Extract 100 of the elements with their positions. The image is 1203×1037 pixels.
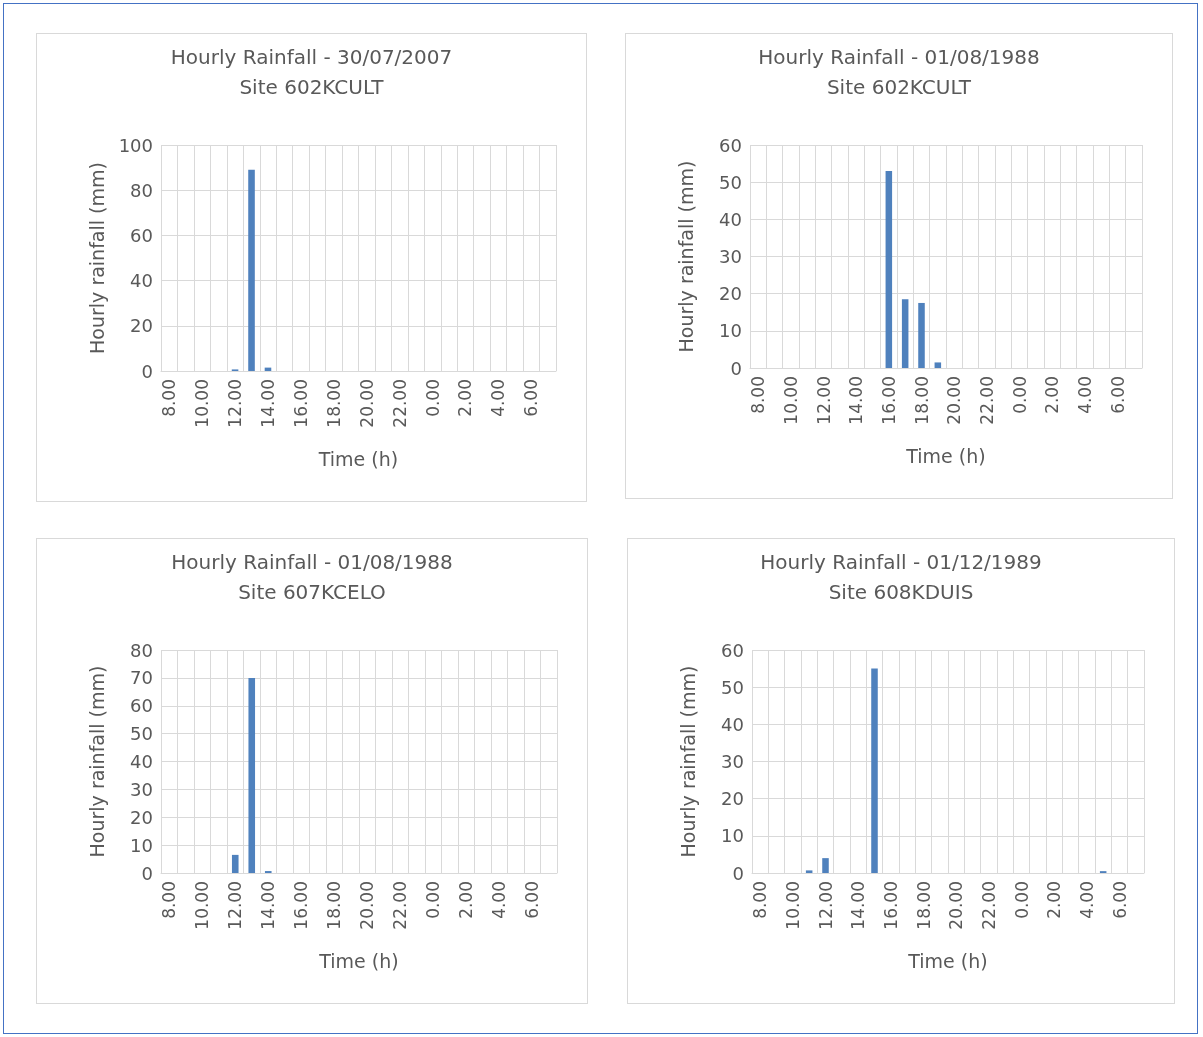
y-tick-label: 20 bbox=[130, 315, 153, 337]
x-tick-label: 10.00 bbox=[782, 881, 803, 930]
x-tick-label: 20.00 bbox=[944, 376, 965, 425]
x-tick-label: 16.00 bbox=[291, 881, 312, 930]
chart-title: Hourly Rainfall - 01/12/1989 bbox=[760, 550, 1042, 574]
x-tick-label: 22.00 bbox=[389, 379, 410, 428]
x-tick-label: 8.00 bbox=[159, 881, 180, 919]
y-axis-title: Hourly rainfall (mm) bbox=[676, 665, 699, 858]
bar bbox=[248, 169, 255, 371]
x-axis-title: Time (h) bbox=[318, 949, 399, 972]
y-tick-label: 60 bbox=[130, 224, 153, 246]
x-tick-label: 0.00 bbox=[423, 881, 444, 919]
x-tick-label: 0.00 bbox=[422, 379, 443, 417]
x-tick-label: 14.00 bbox=[846, 376, 867, 425]
x-tick-label: 16.00 bbox=[880, 881, 901, 930]
y-tick-label: 40 bbox=[721, 713, 744, 735]
chart-title: Hourly Rainfall - 30/07/2007 bbox=[170, 45, 453, 69]
x-tick-label: 8.00 bbox=[159, 379, 180, 417]
y-axis-title: Hourly rainfall (mm) bbox=[85, 162, 108, 354]
x-tick-label: 6.00 bbox=[521, 379, 542, 417]
y-axis-title: Hourly rainfall (mm) bbox=[85, 665, 108, 858]
chart-subtitle: Site 602KCULT bbox=[826, 75, 972, 99]
bar bbox=[934, 362, 942, 368]
y-tick-label: 50 bbox=[130, 723, 153, 745]
x-tick-label: 18.00 bbox=[324, 881, 345, 930]
x-tick-label: 12.00 bbox=[225, 379, 246, 428]
x-tick-label: 2.00 bbox=[455, 379, 476, 417]
x-tick-label: 6.00 bbox=[522, 881, 543, 919]
x-tick-label: 14.00 bbox=[258, 881, 279, 930]
chart-title: Hourly Rainfall - 01/08/1988 bbox=[758, 45, 1040, 69]
x-tick-label: 22.00 bbox=[390, 881, 411, 930]
y-tick-label: 0 bbox=[732, 862, 744, 884]
x-tick-label: 4.00 bbox=[1074, 376, 1095, 414]
y-tick-label: 80 bbox=[130, 179, 153, 201]
x-tick-label: 18.00 bbox=[323, 379, 344, 428]
y-tick-label: 50 bbox=[721, 676, 744, 698]
x-tick-label: 12.00 bbox=[225, 881, 246, 930]
bar bbox=[901, 299, 909, 368]
y-axis-title: Hourly rainfall (mm) bbox=[674, 160, 697, 353]
x-tick-label: 6.00 bbox=[1107, 376, 1128, 414]
x-tick-label: 10.00 bbox=[192, 379, 213, 428]
chart-title: Hourly Rainfall - 01/08/1988 bbox=[171, 550, 453, 574]
y-tick-label: 40 bbox=[130, 270, 153, 292]
y-tick-label: 30 bbox=[130, 778, 153, 800]
bar bbox=[231, 854, 239, 873]
y-tick-label: 10 bbox=[721, 825, 744, 847]
x-tick-label: 14.00 bbox=[257, 379, 278, 428]
y-tick-label: 40 bbox=[719, 208, 742, 230]
y-tick-label: 0 bbox=[141, 360, 153, 382]
bar bbox=[805, 870, 813, 873]
chart-subtitle: Site 602KCULT bbox=[239, 75, 385, 99]
x-tick-label: 18.00 bbox=[913, 881, 934, 930]
x-tick-label: 2.00 bbox=[1044, 881, 1065, 919]
x-tick-label: 4.00 bbox=[1076, 881, 1097, 919]
x-axis-title: Time (h) bbox=[317, 447, 399, 470]
x-tick-label: 0.00 bbox=[1009, 376, 1030, 414]
y-tick-label: 50 bbox=[719, 171, 742, 193]
bar bbox=[822, 858, 829, 873]
y-tick-label: 20 bbox=[130, 806, 153, 828]
y-tick-label: 10 bbox=[719, 320, 742, 342]
x-tick-label: 4.00 bbox=[489, 881, 510, 919]
x-tick-label: 20.00 bbox=[946, 881, 967, 930]
bar bbox=[871, 668, 878, 873]
y-tick-label: 60 bbox=[719, 134, 742, 156]
x-tick-label: 20.00 bbox=[356, 379, 377, 428]
x-tick-label: 12.00 bbox=[815, 881, 836, 930]
y-tick-label: 70 bbox=[130, 667, 153, 689]
y-tick-label: 80 bbox=[130, 639, 153, 661]
x-tick-label: 22.00 bbox=[978, 881, 999, 930]
x-tick-label: 14.00 bbox=[848, 881, 869, 930]
y-tick-label: 0 bbox=[730, 357, 742, 379]
x-tick-label: 10.00 bbox=[192, 881, 213, 930]
y-tick-label: 60 bbox=[721, 639, 744, 661]
y-tick-label: 60 bbox=[130, 695, 153, 717]
bar bbox=[918, 302, 925, 368]
x-axis-title: Time (h) bbox=[907, 949, 988, 972]
x-tick-label: 2.00 bbox=[456, 881, 477, 919]
y-tick-label: 30 bbox=[719, 246, 742, 267]
chart-subtitle: Site 608KDUIS bbox=[828, 580, 974, 604]
x-tick-label: 0.00 bbox=[1011, 881, 1032, 919]
y-tick-label: 20 bbox=[719, 283, 742, 305]
x-tick-label: 16.00 bbox=[878, 376, 899, 425]
x-tick-label: 2.00 bbox=[1042, 376, 1063, 414]
y-tick-label: 40 bbox=[130, 751, 153, 772]
y-tick-label: 10 bbox=[130, 834, 153, 856]
x-tick-label: 22.00 bbox=[976, 376, 997, 425]
x-tick-label: 16.00 bbox=[290, 379, 311, 428]
bar bbox=[248, 677, 256, 873]
x-tick-label: 18.00 bbox=[911, 376, 932, 425]
bar bbox=[885, 171, 893, 368]
y-tick-label: 100 bbox=[118, 134, 153, 156]
x-tick-label: 10.00 bbox=[780, 376, 801, 425]
x-tick-label: 12.00 bbox=[813, 376, 834, 425]
x-tick-label: 8.00 bbox=[748, 376, 769, 414]
y-tick-label: 30 bbox=[721, 751, 744, 772]
x-tick-label: 4.00 bbox=[488, 379, 509, 417]
chart-subtitle: Site 607KCELO bbox=[238, 580, 386, 604]
x-tick-label: 6.00 bbox=[1109, 881, 1130, 919]
x-tick-label: 8.00 bbox=[750, 881, 771, 919]
y-tick-label: 0 bbox=[141, 862, 153, 884]
